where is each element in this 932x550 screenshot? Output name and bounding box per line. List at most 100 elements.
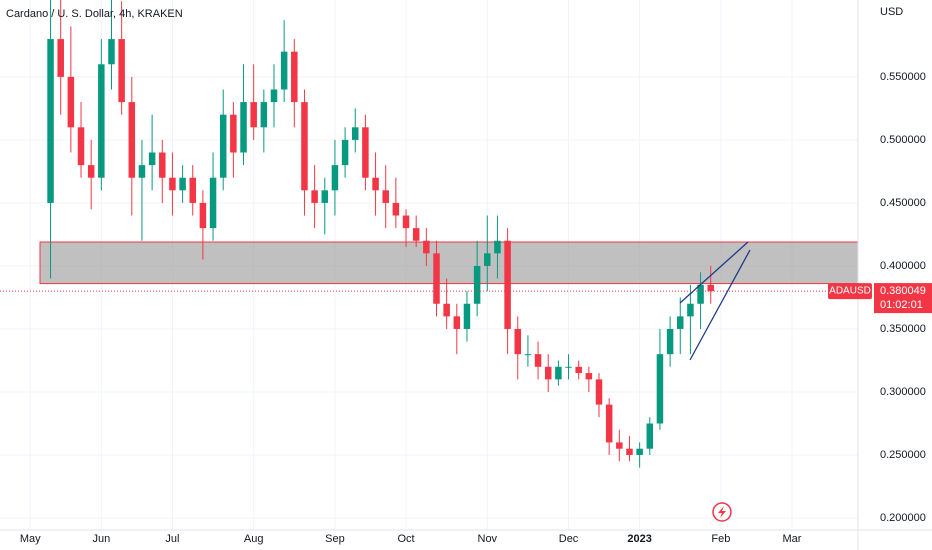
candle-body	[565, 366, 572, 368]
y-tick-label: 0.200000	[880, 512, 926, 524]
zone	[39, 241, 859, 285]
currency: USD	[880, 6, 903, 18]
candle-body	[189, 177, 196, 203]
y-tick-label: 0.300000	[880, 386, 926, 398]
candle-body	[504, 240, 511, 329]
candle-body	[605, 404, 613, 443]
y-tick-label: 0.400000	[880, 260, 926, 272]
candle-body	[402, 215, 410, 229]
candle-body	[128, 102, 136, 178]
candle-body	[646, 423, 654, 449]
wedge-lower	[689, 249, 751, 361]
y-tick-label: 0.450000	[880, 197, 926, 209]
x-tick-label: Aug	[244, 533, 264, 545]
candle-body	[412, 228, 420, 241]
candle-body	[98, 64, 105, 178]
x-tick-label: Feb	[711, 533, 730, 545]
candle-body	[656, 354, 664, 424]
zone-layer	[39, 241, 859, 285]
countdown-label: 01:02:01	[880, 299, 923, 311]
candle-body	[250, 102, 257, 128]
x-tick-label: 2023	[627, 533, 651, 545]
candle-body	[77, 127, 85, 166]
y-tick-label: 0.350000	[880, 323, 926, 335]
candle-body	[616, 442, 623, 449]
candle-body	[443, 303, 450, 317]
candle-body	[260, 102, 268, 128]
candle-body	[291, 51, 298, 103]
candle-body	[382, 190, 389, 203]
candle-body	[372, 177, 379, 191]
candle-body	[148, 152, 156, 166]
candle-body	[341, 139, 349, 166]
candle-body	[362, 127, 369, 178]
candle-body	[230, 114, 237, 153]
candle-body	[321, 190, 329, 203]
y-tick-label: 0.550000	[880, 71, 926, 83]
x-tick-label: Dec	[559, 533, 579, 545]
candle-body	[473, 265, 481, 304]
alert-icon[interactable]	[712, 502, 732, 522]
wedge-upper	[679, 241, 749, 304]
chart-title: Cardano / U. S. Dollar, 4h, KRAKEN	[6, 8, 183, 20]
x-tick-label: Nov	[478, 533, 498, 545]
candle-body	[534, 354, 542, 367]
symbol-label: ADAUSD	[829, 286, 871, 297]
candle-body	[199, 202, 207, 229]
x-tick-label: Oct	[397, 533, 414, 545]
price-badge	[874, 283, 932, 314]
candle-body	[697, 284, 704, 304]
candle-body	[636, 448, 643, 456]
candle-body	[666, 328, 674, 355]
x-tick-label: Jun	[92, 533, 110, 545]
candle-body	[311, 190, 318, 203]
candle-body	[67, 76, 75, 128]
candle-body	[108, 39, 115, 65]
candle-body	[392, 202, 400, 216]
candle-body	[423, 240, 430, 254]
candle-body	[453, 316, 461, 329]
x-tick-label: Sep	[325, 533, 345, 545]
candle-body	[280, 51, 288, 90]
axes: 0.200000 0.250000 0.300000 0.350000 0.400000…	[0, 71, 932, 545]
candle-body	[707, 284, 714, 292]
candle-body	[687, 303, 694, 317]
candle-body	[677, 316, 684, 329]
candle-body	[57, 39, 64, 77]
candle-body	[575, 366, 582, 374]
candle-body	[179, 177, 186, 191]
candle-body	[351, 127, 359, 140]
candle-body	[484, 253, 491, 266]
candle-body	[555, 366, 562, 380]
candle-body	[595, 379, 603, 405]
candle-body	[524, 354, 532, 356]
candle-body	[433, 253, 440, 304]
candle-body	[514, 328, 522, 355]
x-tick-label: Jul	[165, 533, 179, 545]
candle-body	[301, 102, 308, 191]
candle-body	[159, 152, 166, 178]
candle-body	[270, 89, 278, 103]
y-tick-label: 0.500000	[880, 134, 926, 146]
x-tick-label: Mar	[783, 533, 802, 545]
candle-body	[209, 177, 217, 229]
candle-body	[585, 373, 593, 380]
candle-body	[544, 366, 552, 380]
candle-body	[87, 165, 95, 178]
candle-body	[47, 39, 54, 203]
candle-body	[169, 177, 176, 191]
y-tick-label: 0.250000	[880, 449, 926, 461]
symbol-badge	[828, 283, 872, 300]
x-tick-label: May	[20, 533, 41, 545]
candle-body	[219, 114, 227, 178]
candles	[47, 0, 714, 468]
candle-body	[494, 240, 501, 254]
last-price-label: 0.380049	[880, 285, 926, 297]
candle-body	[331, 165, 339, 191]
candle-body	[118, 39, 125, 103]
candle-body	[463, 303, 471, 329]
candle-body	[240, 102, 247, 153]
candle-body	[138, 165, 146, 178]
candle-body	[626, 448, 633, 456]
